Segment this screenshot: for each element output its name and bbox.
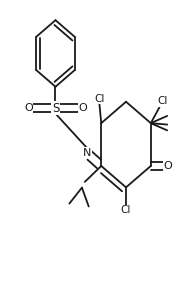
Text: N: N: [83, 148, 91, 158]
Text: S: S: [52, 102, 59, 115]
Text: Cl: Cl: [121, 206, 131, 215]
Text: O: O: [78, 103, 87, 113]
Text: O: O: [24, 103, 33, 113]
Text: Cl: Cl: [157, 96, 168, 107]
Text: O: O: [164, 161, 172, 171]
Text: Cl: Cl: [94, 93, 104, 104]
